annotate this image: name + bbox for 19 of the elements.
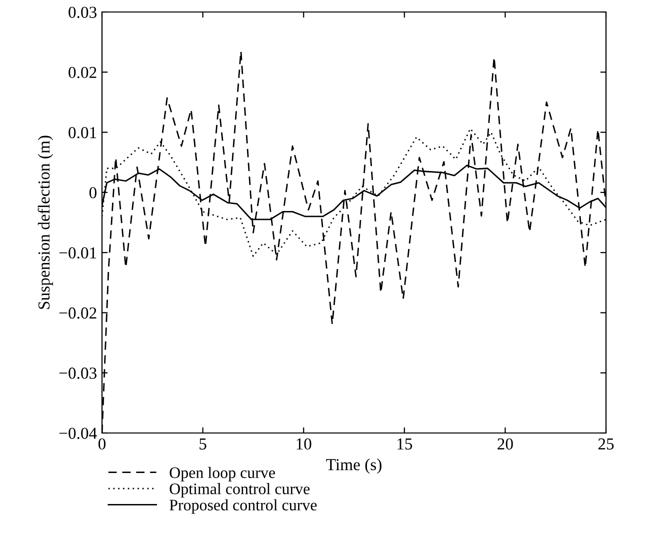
x-tick-label: 0 bbox=[98, 438, 106, 450]
y-tick-label: 0.03 bbox=[68, 6, 96, 18]
x-tick-label: 20 bbox=[498, 438, 513, 450]
y-tick-label: −0.04 bbox=[59, 428, 97, 440]
y-tick-label: 0.02 bbox=[68, 66, 96, 78]
x-tick-label: 10 bbox=[296, 438, 312, 450]
x-axis-title: Time (s) bbox=[326, 458, 382, 474]
y-axis-title: Suspension deflection (m) bbox=[38, 136, 54, 309]
legend-label: Proposed control curve bbox=[170, 499, 317, 514]
y-tick-label: 0.01 bbox=[68, 126, 96, 138]
y-tick-label: −0.01 bbox=[59, 247, 96, 259]
legend-label: Optimal control curve bbox=[170, 483, 310, 498]
x-tick-label: 5 bbox=[200, 438, 206, 450]
x-tick-label: 15 bbox=[398, 438, 412, 450]
y-tick-label: −0.02 bbox=[59, 307, 96, 319]
x-tick-label: 25 bbox=[598, 438, 614, 450]
legend-label: Open loop curve bbox=[170, 466, 275, 482]
y-tick-label: 0 bbox=[89, 187, 97, 198]
y-tick-label: −0.03 bbox=[59, 368, 96, 379]
